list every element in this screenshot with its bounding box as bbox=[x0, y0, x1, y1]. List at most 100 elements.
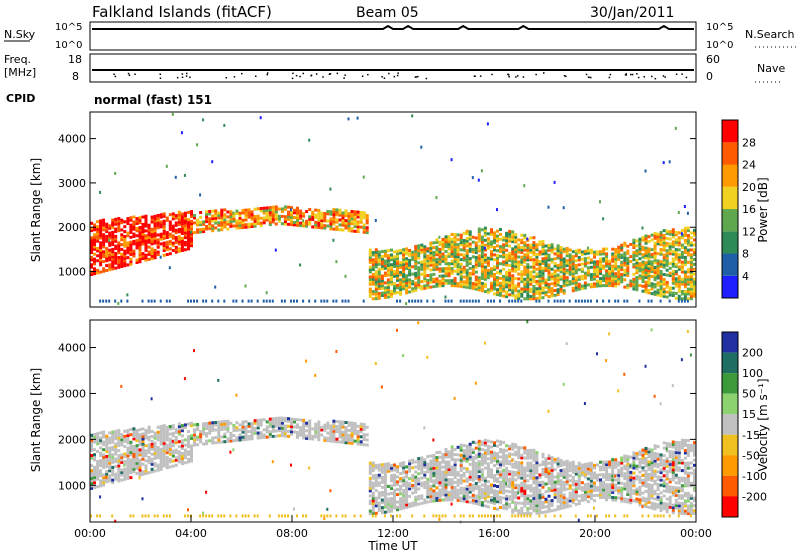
echo-cell bbox=[141, 257, 145, 260]
echo-cell bbox=[689, 265, 693, 269]
echo-cell bbox=[377, 274, 381, 278]
echo-cell bbox=[426, 482, 430, 486]
power-colorbar-segment bbox=[722, 253, 738, 276]
echo-cell bbox=[368, 509, 372, 513]
echo-cell bbox=[390, 268, 393, 272]
echo-cell bbox=[138, 458, 142, 462]
echo-cell bbox=[226, 215, 230, 219]
echo-cell bbox=[253, 431, 257, 435]
echo-cell bbox=[517, 511, 521, 515]
echo-cell bbox=[502, 496, 506, 500]
echo-cell bbox=[159, 465, 163, 469]
echo-cell bbox=[362, 443, 366, 447]
echo-cell bbox=[453, 396, 456, 400]
echo-cell bbox=[490, 445, 493, 449]
echo-cell bbox=[671, 242, 675, 246]
echo-cell bbox=[229, 210, 233, 214]
echo-cell bbox=[290, 208, 292, 212]
echo-cell bbox=[132, 445, 136, 448]
echo-cell bbox=[162, 451, 166, 455]
power-colorbar-segment bbox=[722, 231, 738, 254]
echo-cell bbox=[514, 262, 518, 266]
echo-cell bbox=[156, 214, 160, 217]
echo-cell bbox=[156, 451, 160, 454]
echo-cell bbox=[205, 442, 209, 446]
echo-cell bbox=[302, 224, 306, 228]
echo-cell bbox=[556, 280, 560, 284]
echo-cell bbox=[262, 206, 266, 210]
echo-cell bbox=[320, 214, 324, 218]
echo-cell bbox=[477, 276, 481, 280]
echo-cell bbox=[202, 429, 206, 433]
echo-cell bbox=[683, 234, 687, 237]
echo-cell bbox=[480, 255, 484, 259]
echo-cell bbox=[405, 485, 409, 489]
echo-cell bbox=[453, 465, 457, 469]
echo-cell bbox=[265, 211, 269, 215]
echo-cell bbox=[538, 481, 542, 484]
echo-cell bbox=[338, 432, 342, 436]
echo-cell bbox=[374, 466, 378, 470]
echo-cell bbox=[183, 423, 187, 427]
echo-cell bbox=[102, 240, 106, 244]
echo-cell bbox=[393, 496, 396, 500]
echo-cell bbox=[220, 440, 224, 444]
echo-cell bbox=[399, 502, 403, 506]
echo-cell bbox=[320, 219, 324, 222]
echo-cell bbox=[644, 290, 648, 294]
echo-cell bbox=[665, 251, 669, 255]
echo-cell bbox=[111, 514, 114, 518]
echo-cell bbox=[156, 223, 160, 227]
echo-cell bbox=[459, 253, 463, 257]
echo-cell bbox=[147, 448, 151, 452]
echo-cell bbox=[111, 468, 115, 472]
echo-cell bbox=[414, 299, 417, 303]
echo-cell bbox=[486, 449, 490, 453]
echo-cell bbox=[426, 256, 430, 260]
echo-cell bbox=[396, 508, 399, 512]
echo-cell bbox=[474, 275, 478, 279]
echo-cell bbox=[502, 478, 506, 482]
echo-cell bbox=[129, 453, 133, 457]
echo-cell bbox=[344, 428, 348, 432]
echo-cell bbox=[532, 248, 536, 252]
echo-cell bbox=[171, 212, 175, 216]
echo-cell bbox=[441, 240, 445, 244]
echo-cell bbox=[559, 285, 563, 288]
echo-cell bbox=[635, 271, 639, 275]
echo-cell bbox=[483, 438, 487, 442]
echo-cell bbox=[90, 446, 93, 450]
echo-cell bbox=[614, 299, 617, 303]
echo-cell bbox=[647, 271, 651, 275]
echo-cell bbox=[180, 222, 184, 226]
echo-cell bbox=[347, 219, 351, 223]
echo-cell bbox=[93, 435, 96, 439]
echo-cell bbox=[183, 216, 187, 220]
echo-cell bbox=[280, 429, 284, 433]
echo-cell bbox=[526, 294, 530, 298]
echo-cell bbox=[399, 479, 403, 483]
echo-cell bbox=[226, 210, 230, 214]
echo-cell bbox=[459, 277, 463, 281]
echo-cell bbox=[199, 230, 203, 234]
echo-cell bbox=[102, 221, 106, 224]
echo-cell bbox=[490, 230, 493, 234]
echo-cell bbox=[147, 451, 151, 454]
echo-cell bbox=[465, 232, 469, 236]
echo-cell bbox=[523, 476, 527, 480]
echo-cell bbox=[214, 285, 217, 289]
echo-cell bbox=[108, 253, 112, 257]
echo-cell bbox=[362, 423, 366, 426]
echo-cell bbox=[423, 470, 427, 474]
echo-cell bbox=[371, 476, 375, 480]
echo-cell bbox=[586, 268, 590, 272]
echo-cell bbox=[96, 470, 100, 474]
echo-cell bbox=[632, 282, 636, 286]
echo-cell bbox=[617, 275, 621, 278]
echo-cell bbox=[502, 287, 506, 291]
echo-cell bbox=[493, 280, 496, 284]
echo-cell bbox=[344, 219, 348, 223]
echo-cell bbox=[314, 215, 318, 219]
echo-cell bbox=[547, 275, 551, 279]
echo-cell bbox=[453, 448, 457, 452]
